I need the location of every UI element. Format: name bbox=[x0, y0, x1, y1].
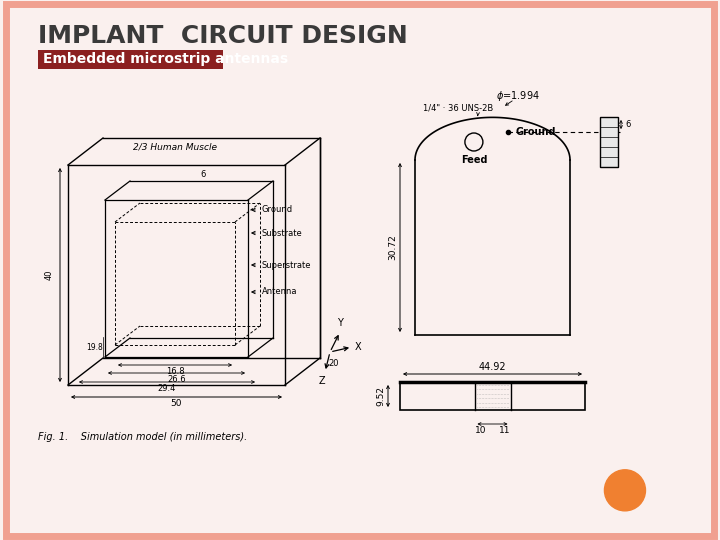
Circle shape bbox=[465, 133, 483, 151]
Text: Z: Z bbox=[319, 376, 325, 386]
Text: 19.8: 19.8 bbox=[86, 342, 103, 352]
Text: 20: 20 bbox=[328, 359, 338, 368]
Text: Ground: Ground bbox=[262, 206, 293, 214]
Text: Substrate: Substrate bbox=[262, 228, 302, 238]
Circle shape bbox=[605, 470, 646, 511]
Text: 11: 11 bbox=[499, 426, 510, 435]
Text: 1/4" · 36 UNS-2B: 1/4" · 36 UNS-2B bbox=[423, 104, 493, 113]
Bar bbox=[400, 382, 585, 410]
Text: 26.6: 26.6 bbox=[167, 375, 186, 384]
Text: Superstrate: Superstrate bbox=[262, 260, 312, 269]
Text: IMPLANT  CIRCUIT DESIGN: IMPLANT CIRCUIT DESIGN bbox=[38, 24, 408, 48]
Text: 44.92: 44.92 bbox=[479, 362, 506, 372]
Text: 10: 10 bbox=[474, 426, 486, 435]
Text: Feed: Feed bbox=[461, 155, 487, 165]
Text: X: X bbox=[355, 342, 361, 352]
Text: Fig. 1.    Simulation model (in millimeters).: Fig. 1. Simulation model (in millimeters… bbox=[38, 432, 247, 442]
Bar bbox=[600, 117, 618, 167]
Text: 29.4: 29.4 bbox=[158, 384, 176, 393]
Text: 2/3 Human Muscle: 2/3 Human Muscle bbox=[133, 143, 217, 152]
Text: 50: 50 bbox=[171, 399, 182, 408]
Text: 6: 6 bbox=[201, 170, 206, 179]
Text: Antenna: Antenna bbox=[262, 287, 297, 296]
FancyBboxPatch shape bbox=[38, 50, 223, 69]
Text: 16.8: 16.8 bbox=[166, 367, 184, 376]
Text: 6: 6 bbox=[625, 120, 631, 129]
Text: 9.52: 9.52 bbox=[376, 386, 385, 406]
Text: Embedded microstrip antennas: Embedded microstrip antennas bbox=[43, 52, 288, 66]
Text: Y: Y bbox=[337, 318, 343, 328]
Text: 40: 40 bbox=[45, 270, 54, 280]
Text: Ground: Ground bbox=[516, 127, 557, 137]
Text: 30.72: 30.72 bbox=[388, 234, 397, 260]
Text: $\phi$=1.994: $\phi$=1.994 bbox=[495, 90, 539, 103]
